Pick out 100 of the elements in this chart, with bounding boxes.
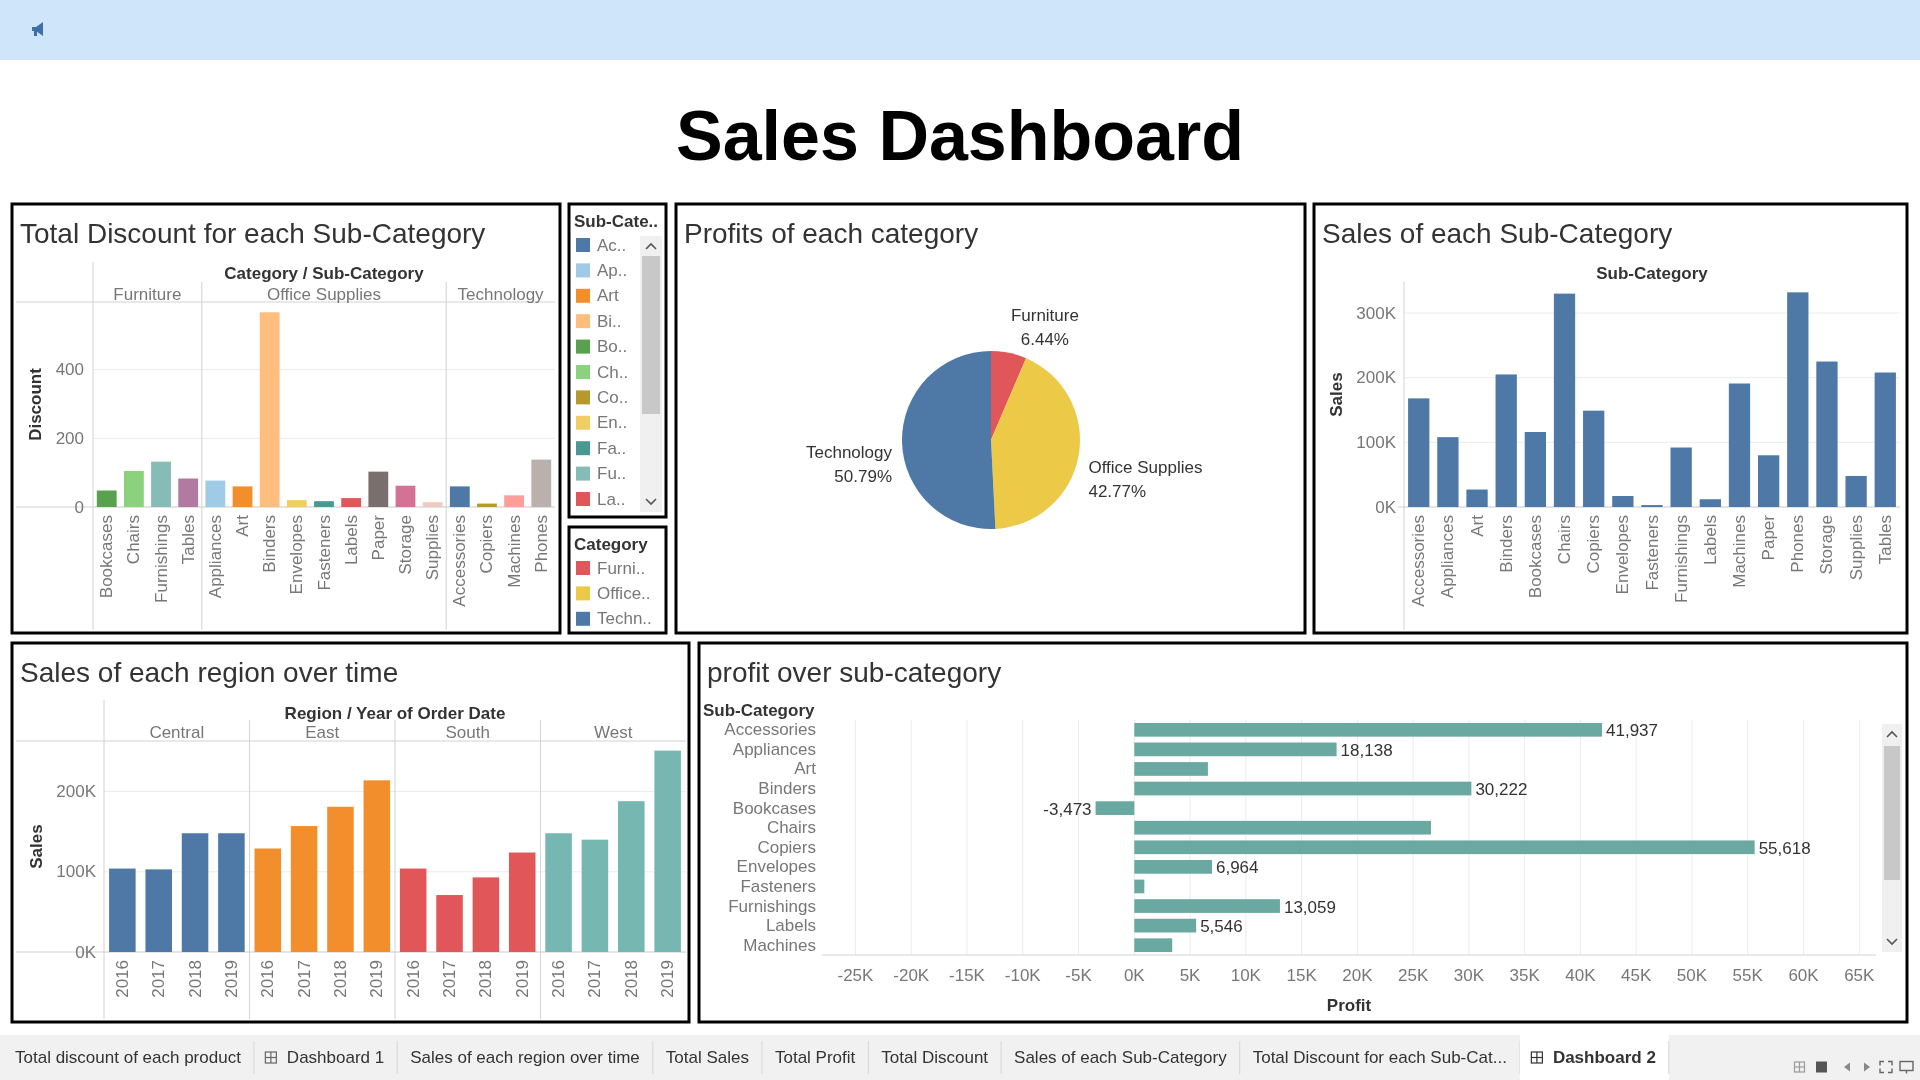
- bar: [1816, 361, 1838, 507]
- category-label: Dashboard 2: [1552, 1048, 1656, 1067]
- x-tick-label: 2016: [403, 960, 423, 998]
- bar: [151, 461, 171, 507]
- x-tick-label: Binders: [260, 515, 280, 573]
- bar: [363, 780, 391, 952]
- category-label: Art: [597, 286, 619, 306]
- y-tick-label: Fasteners: [740, 876, 816, 896]
- x-tick-label: Storage: [1817, 515, 1837, 575]
- category-label: Bo..: [597, 337, 628, 357]
- x-tick-label: 2018: [330, 960, 350, 998]
- category-label: Fa..: [597, 438, 627, 458]
- y-tick-label: Art: [794, 759, 817, 779]
- legend-title: Sub-Cate..: [574, 211, 659, 231]
- bar: [1408, 398, 1430, 507]
- y-tick-label: Binders: [758, 779, 816, 799]
- x-tick-label: Furnishings: [151, 515, 171, 603]
- bar: [504, 495, 525, 507]
- x-tick-label: 2017: [294, 960, 314, 998]
- x-tick-label: 2018: [621, 960, 641, 998]
- annotation: Furniture: [113, 284, 182, 304]
- x-tick-label: 2018: [476, 960, 496, 998]
- y-tick-label: Labels: [765, 916, 816, 936]
- x-tick-label: 15K: [1286, 965, 1318, 985]
- bar: [399, 868, 427, 952]
- y-tick-label: Bookcases: [732, 798, 816, 818]
- y-tick-label: 200K: [1356, 368, 1397, 388]
- bar: [1524, 432, 1547, 507]
- x-tick-label: Phones: [531, 515, 551, 573]
- bar: [508, 852, 536, 952]
- x-tick-label: Bookcases: [1525, 515, 1545, 599]
- x-tick-label: Art: [1467, 514, 1487, 537]
- legend-title: Category: [574, 534, 649, 554]
- x-tick-label: Appliances: [205, 515, 225, 599]
- y-tick-label: Copiers: [757, 837, 816, 857]
- y-tick-label: Appliances: [732, 739, 816, 759]
- y-tick-label: Furnishings: [728, 896, 816, 916]
- annotation: South: [445, 722, 490, 742]
- category-label: Sales of each region over time: [410, 1048, 640, 1067]
- bar: [178, 478, 199, 507]
- bar: [341, 498, 362, 507]
- bar: [1134, 840, 1755, 855]
- category-label: La..: [597, 489, 626, 509]
- x-tick-label: -15K: [949, 965, 986, 985]
- y-tick-label: 200K: [56, 782, 97, 802]
- x-tick-label: 2016: [549, 960, 569, 998]
- x-tick-label: 60K: [1788, 965, 1820, 985]
- x-tick-label: Fasteners: [314, 515, 334, 591]
- bar: [1134, 742, 1337, 757]
- x-tick-label: Paper: [1759, 514, 1779, 561]
- data-label: 13,059: [1283, 897, 1336, 917]
- x-tick-label: Supplies: [423, 515, 443, 581]
- bar: [1670, 447, 1692, 507]
- y-tick-label: Machines: [743, 935, 816, 955]
- x-tick-label: 2016: [258, 960, 278, 998]
- x-tick-label: 2018: [185, 960, 205, 998]
- x-axis-title: Profit: [1326, 995, 1372, 1015]
- x-axis-title: Category / Sub-Category: [224, 263, 425, 283]
- bar: [1612, 496, 1634, 507]
- chart-title: Sales of each region over time: [20, 656, 399, 688]
- category-label: Techn..: [597, 609, 652, 629]
- data-label: -3,473: [1043, 799, 1092, 819]
- x-tick-label: Machines: [504, 515, 524, 588]
- bar: [96, 490, 117, 507]
- category-label: Total discount of each product: [15, 1048, 242, 1067]
- bar: [618, 801, 645, 952]
- bar: [286, 500, 307, 507]
- y-tick-label: 400: [55, 360, 84, 380]
- x-tick-label: Appliances: [1438, 515, 1458, 599]
- bar: [1466, 489, 1488, 507]
- chart-title: profit over sub-category: [707, 656, 1002, 688]
- x-tick-label: 2019: [512, 960, 532, 998]
- x-tick-label: Tables: [1875, 515, 1895, 565]
- x-axis-title: Sub-Category: [1596, 263, 1709, 283]
- x-tick-label: Paper: [368, 514, 388, 561]
- bar: [581, 839, 609, 952]
- data-label: 55,618: [1758, 838, 1811, 858]
- data-label: 30,222: [1475, 780, 1528, 800]
- y-axis-title: Discount: [25, 367, 45, 441]
- data-label: 6.44%: [1020, 329, 1069, 349]
- x-tick-label: Chairs: [124, 515, 144, 565]
- bar: [109, 868, 136, 952]
- x-tick-label: Binders: [1496, 515, 1516, 573]
- bar: [1787, 292, 1809, 507]
- x-tick-label: 0K: [1123, 965, 1146, 985]
- category-label: Ac..: [597, 235, 627, 255]
- x-tick-label: Copiers: [477, 515, 497, 574]
- category-label: Dashboard 1: [286, 1048, 385, 1067]
- bar: [314, 501, 334, 507]
- x-tick-label: Supplies: [1846, 515, 1866, 581]
- data-label: 18,138: [1340, 740, 1393, 760]
- x-tick-label: Furnishings: [1671, 515, 1691, 603]
- bar: [1134, 938, 1173, 953]
- x-tick-label: Tables: [178, 515, 198, 565]
- pie-slice: [991, 351, 1027, 440]
- bar: [436, 895, 463, 952]
- x-tick-label: Art: [233, 514, 253, 537]
- bar: [1495, 374, 1517, 507]
- x-tick-label: 40K: [1565, 965, 1597, 985]
- bar: [1134, 781, 1472, 796]
